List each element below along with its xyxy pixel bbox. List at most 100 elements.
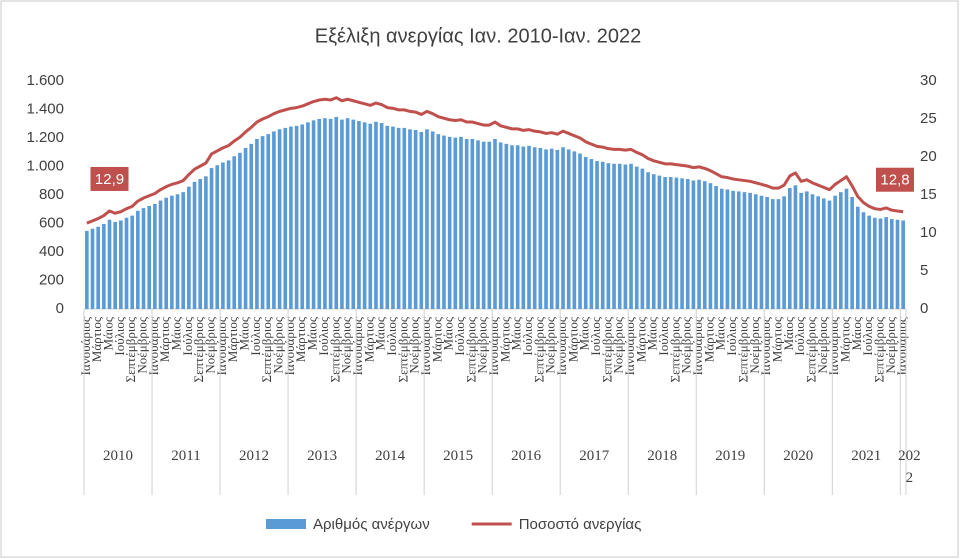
bar (510, 145, 514, 309)
y2-tick-label: 0 (920, 300, 928, 317)
bar (878, 218, 883, 309)
y-tick-label: 600 (39, 214, 64, 231)
y-tick-label: 1.200 (26, 129, 64, 146)
bar (680, 178, 684, 309)
x-tick-label: Σεπτέμβριος (871, 316, 886, 382)
x-tick-label: Ιανουάριος (622, 316, 637, 375)
x-tick-label: Σεπτέμβριος (191, 316, 206, 382)
bar (317, 118, 322, 309)
x-tick-label: Σεπτέμβριος (599, 316, 614, 382)
x-tick-label: Μάιος (509, 316, 524, 350)
bar (742, 192, 747, 309)
bar (640, 168, 645, 309)
x-tick-label: Ιούλιος (792, 316, 807, 355)
year-label: 2014 (375, 448, 406, 464)
bar (436, 134, 441, 309)
bar (753, 194, 758, 309)
bar (804, 191, 809, 309)
x-tick-label: Ιούλιος (656, 316, 671, 355)
x-tick-label: Νοέμβριος (475, 316, 490, 373)
bar (357, 121, 361, 309)
x-tick-label: Σεπτέμβριος (803, 316, 818, 382)
bar (221, 162, 225, 309)
x-tick-label: Σεπτέμβριος (531, 316, 546, 382)
x-tick-label: Σεπτέμβριος (327, 316, 342, 382)
bar (634, 166, 639, 309)
x-tick-label: Μάρτιος (633, 316, 648, 362)
x-tick-label: Μάιος (305, 316, 320, 350)
bar (561, 147, 565, 309)
bar (890, 219, 894, 309)
bar (504, 143, 509, 309)
bar (289, 126, 293, 309)
bar (368, 123, 373, 309)
bar (277, 129, 282, 309)
x-tick-label: Ιανουάριος (282, 316, 297, 375)
line (86, 96, 904, 225)
year-label: 2011 (171, 448, 201, 464)
bar (549, 148, 554, 309)
bar (725, 189, 730, 309)
bar (170, 195, 174, 309)
y2-tick-label: 5 (920, 262, 928, 279)
bar (873, 217, 877, 309)
bar (379, 123, 384, 309)
bar (323, 118, 327, 309)
bar (430, 131, 435, 309)
bar (555, 149, 560, 309)
x-tick-label: Νοέμβριος (407, 316, 422, 373)
bar (192, 181, 197, 309)
x-tick-label: Ιανουάριος (214, 316, 229, 375)
bar (861, 212, 866, 309)
bar (306, 122, 310, 309)
x-tick-label: Ιανουάριος (78, 316, 93, 375)
bar (243, 147, 248, 309)
bar (799, 192, 803, 309)
bar (538, 147, 543, 309)
bar (867, 215, 871, 309)
bar (351, 119, 356, 310)
x-tick-label: Ιανουάριος (146, 316, 161, 375)
bar (572, 151, 577, 309)
bar (770, 199, 775, 309)
x-tick-label: Ιούλιος (384, 316, 399, 355)
bar (787, 188, 792, 309)
x-tick-label: Μάρτιος (837, 316, 852, 362)
x-tick-label: Νοέμβριος (611, 316, 626, 373)
bar (646, 172, 650, 309)
bar (668, 177, 673, 309)
bar (442, 135, 446, 309)
x-tick-label: Ιανουάριος (554, 316, 569, 375)
chart-title: Εξέλιξη ανεργίας Ιαν. 2010-Ιαν. 2022 (315, 25, 641, 47)
year-label: 2019 (715, 448, 746, 464)
data-label-box (876, 167, 914, 192)
bar (833, 195, 837, 309)
legend-label: Ποσοστό ανεργίας (519, 516, 642, 533)
x-tick-label: Μάρτιος (361, 316, 376, 362)
x-tick-label: Ιανουάριος (486, 316, 501, 375)
bar (124, 217, 129, 309)
bar (901, 220, 905, 309)
bar (850, 196, 854, 309)
y-tick-label: 200 (39, 271, 64, 288)
bar (884, 217, 888, 309)
y-tick-label: 1.600 (26, 72, 64, 89)
bar (827, 200, 832, 309)
bar (600, 161, 605, 309)
x-tick-label: Νοέμβριος (679, 316, 694, 373)
year-label: 2015 (443, 448, 474, 464)
x-tick-label: Μάρτιος (497, 316, 512, 362)
bar (96, 226, 100, 309)
x-tick-label: Νοέμβριος (543, 316, 558, 373)
bar (294, 125, 299, 309)
bar (453, 137, 458, 309)
bar (345, 118, 350, 309)
bar (782, 196, 786, 309)
y-tick-label: 400 (39, 243, 64, 260)
x-tick-label: Ιούλιος (452, 316, 467, 355)
x-tick-label: Ιούλιος (112, 316, 127, 355)
bar (255, 138, 259, 309)
bar (272, 131, 276, 309)
